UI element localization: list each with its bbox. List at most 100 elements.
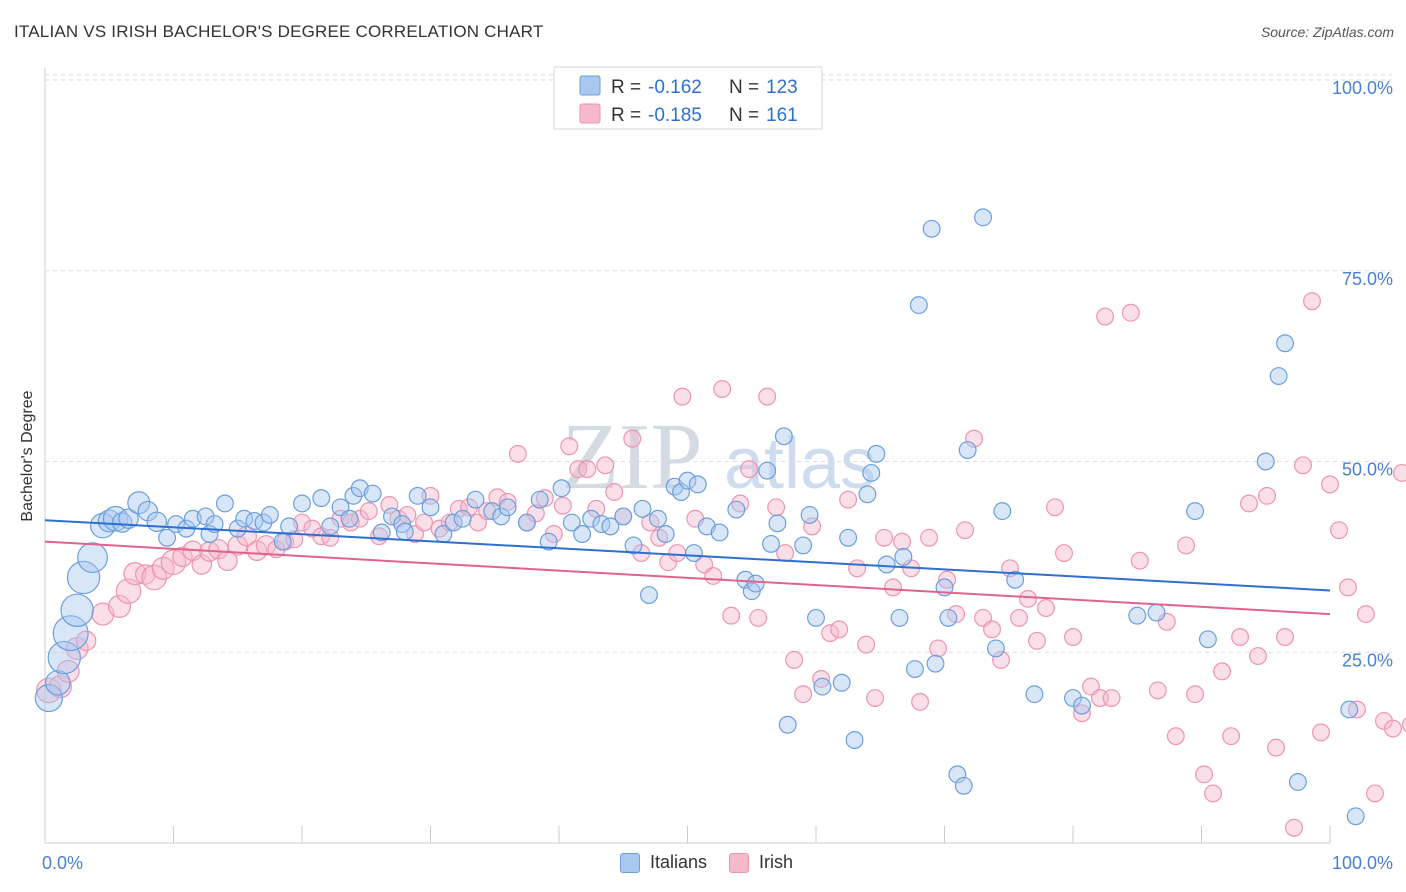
italian-points	[34, 208, 1365, 826]
irish-point-135	[1294, 456, 1312, 475]
italians-point-79	[768, 514, 787, 533]
italians-point-120	[1346, 807, 1365, 826]
irish-point-39	[415, 513, 434, 532]
italians-point-62	[633, 499, 652, 518]
irish-point-89	[866, 689, 885, 707]
irish-point-90	[875, 528, 894, 547]
irish-point-138	[1321, 475, 1339, 494]
x-tick-label-0: 0.0%	[42, 853, 83, 873]
italians-point-113	[1186, 502, 1205, 521]
italians-point-5	[66, 560, 101, 595]
legend-item-irish[interactable]: Irish	[729, 852, 793, 873]
irish-point-131	[1258, 486, 1276, 505]
irish-point-62	[623, 429, 642, 448]
irish-point-126	[1213, 662, 1232, 681]
irish-point-105	[1010, 608, 1028, 627]
italians-trend-line	[44, 519, 1331, 592]
irish-point-12	[160, 549, 187, 576]
chart-title: ITALIAN VS IRISH BACHELOR'S DEGREE CORRE…	[14, 22, 544, 41]
irish-point-84	[821, 624, 840, 643]
y-tick-label-0: 25.0%	[1342, 650, 1393, 670]
italians-point-47	[466, 490, 485, 509]
y-tick-labels: 25.0% 50.0% 75.0% 100.0%	[1332, 78, 1393, 670]
irish-point-124	[1195, 765, 1214, 784]
italians-point-84	[807, 608, 825, 627]
irish-point-33	[359, 502, 378, 521]
irish-point-144	[1375, 711, 1393, 730]
italians-point-14	[146, 511, 168, 533]
italians-point-54	[552, 479, 571, 498]
italians-point-41	[395, 522, 414, 541]
italians-point-108	[1025, 685, 1044, 704]
italians-point-6	[77, 542, 108, 574]
italians-r-label: R =	[611, 77, 641, 98]
irish-point-118	[1130, 551, 1149, 570]
irish-point-78	[767, 498, 786, 517]
italians-point-72	[710, 523, 729, 542]
irish-trend-line	[44, 540, 1331, 616]
italians-point-63	[639, 586, 658, 604]
irish-point-32	[350, 509, 369, 528]
irish-point-51	[526, 504, 545, 523]
italians-point-19	[196, 507, 215, 526]
irish-point-15	[191, 554, 213, 575]
italians-point-4	[60, 593, 94, 627]
irish-point-59	[596, 456, 615, 475]
italians-legend-label: Italians	[650, 852, 708, 872]
irish-point-2	[56, 659, 80, 683]
italians-point-3	[52, 615, 89, 652]
irish-point-122	[1177, 536, 1196, 555]
italians-point-91	[867, 444, 886, 463]
irish-legend-label: Irish	[759, 852, 794, 872]
axes	[44, 68, 1331, 844]
irish-point-137	[1312, 723, 1330, 742]
italians-point-31	[312, 489, 331, 508]
irish-point-87	[848, 559, 867, 578]
italians-point-42	[408, 486, 427, 505]
irish-point-140	[1339, 578, 1357, 597]
irish-point-109	[1046, 498, 1064, 517]
irish-point-127	[1222, 727, 1241, 746]
italians-point-101	[948, 765, 967, 784]
italians-point-45	[444, 513, 463, 532]
irish-point-110	[1055, 544, 1073, 563]
italians-point-21	[205, 515, 224, 534]
italians-point-30	[293, 494, 311, 513]
italians-legend-swatch	[620, 852, 640, 873]
italians-point-89	[858, 485, 877, 504]
italians-point-118	[1288, 772, 1307, 791]
italians-point-0	[34, 683, 63, 713]
irish-point-146	[1393, 463, 1406, 482]
italians-point-83	[800, 505, 819, 524]
italians-point-27	[260, 505, 279, 524]
italians-point-96	[909, 296, 928, 315]
stats-legend: R = -0.162 N = 123 R = -0.185 N = 161	[553, 66, 823, 130]
italians-point-49	[492, 507, 511, 526]
irish-point-95	[920, 528, 939, 547]
italians-point-93	[890, 608, 909, 627]
irish-point-100	[965, 429, 984, 448]
irish-point-112	[1073, 704, 1091, 723]
irish-point-86	[839, 490, 858, 509]
irish-point-111	[1064, 628, 1082, 646]
italians-point-103	[958, 441, 977, 460]
legend-item-italians[interactable]: Italians	[620, 852, 707, 873]
italians-n-label: N =	[729, 77, 759, 98]
italians-point-13	[137, 500, 159, 522]
irish-point-71	[704, 566, 723, 585]
irish-point-117	[1121, 303, 1140, 322]
watermark: ZIP atlas	[562, 405, 877, 509]
italians-point-73	[727, 500, 746, 519]
italians-point-107	[1006, 570, 1025, 589]
irish-r-label: R =	[611, 105, 641, 126]
irish-point-106	[1019, 589, 1037, 608]
italians-point-29	[280, 517, 299, 536]
italians-point-94	[894, 547, 913, 566]
irish-point-107	[1028, 631, 1046, 650]
italians-point-65	[656, 525, 675, 543]
irish-point-80	[785, 650, 804, 669]
italians-point-87	[839, 528, 858, 547]
italians-point-77	[758, 461, 777, 480]
trend-lines	[44, 519, 1331, 616]
